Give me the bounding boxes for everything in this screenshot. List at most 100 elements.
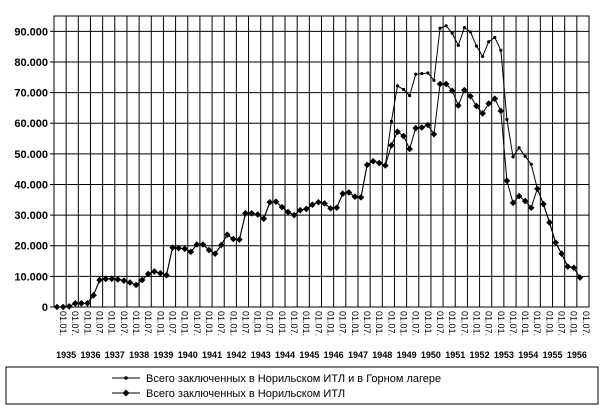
series-2 bbox=[53, 80, 584, 311]
data-point-dot bbox=[468, 30, 473, 34]
data-point-diamond bbox=[71, 300, 79, 307]
x-tick-label: 01.07. bbox=[411, 311, 421, 336]
data-point-diamond bbox=[540, 200, 547, 208]
data-point-dot bbox=[389, 119, 394, 123]
data-point-diamond bbox=[187, 248, 195, 256]
data-point-diamond bbox=[59, 303, 67, 311]
data-point-diamond bbox=[576, 274, 584, 281]
data-point-diamond bbox=[284, 208, 292, 216]
data-point-diamond bbox=[90, 292, 97, 299]
data-point-diamond bbox=[327, 205, 334, 212]
y-tick-label: 80.000 bbox=[14, 57, 48, 69]
year-label: 1949 bbox=[397, 350, 417, 360]
year-label: 1937 bbox=[105, 350, 125, 360]
data-point-diamond bbox=[132, 281, 140, 289]
year-label: 1955 bbox=[543, 350, 563, 360]
data-point-dot bbox=[432, 78, 436, 82]
year-label: 1938 bbox=[129, 350, 149, 360]
data-point-diamond bbox=[479, 110, 486, 117]
data-point-dot bbox=[444, 24, 448, 28]
data-point-dot bbox=[408, 94, 412, 98]
data-point-diamond bbox=[181, 245, 189, 253]
data-point-dot bbox=[426, 71, 430, 75]
data-point-diamond bbox=[534, 185, 541, 193]
data-point-diamond bbox=[230, 235, 237, 243]
data-point-diamond bbox=[217, 241, 225, 249]
year-label: 1946 bbox=[324, 350, 344, 360]
data-point-diamond bbox=[363, 161, 371, 169]
x-tick-label: 01.07. bbox=[386, 311, 396, 336]
x-tick-label: 01.07. bbox=[216, 311, 226, 336]
data-point-diamond bbox=[503, 177, 511, 185]
x-tick-label: 01.07. bbox=[192, 311, 202, 336]
data-point-diamond bbox=[163, 271, 170, 279]
data-point-diamond bbox=[351, 193, 359, 201]
x-tick-label: 01.01. bbox=[496, 311, 506, 336]
data-point-dot bbox=[456, 43, 460, 48]
data-point-diamond bbox=[509, 199, 517, 207]
y-tick-label: 90.000 bbox=[14, 26, 48, 38]
data-point-diamond bbox=[199, 241, 207, 248]
y-tick-label: 40.000 bbox=[14, 179, 48, 191]
x-tick-label: 01.01. bbox=[204, 311, 214, 336]
x-tick-label: 01.07. bbox=[557, 311, 567, 336]
data-point-diamond bbox=[151, 268, 158, 275]
data-point-diamond bbox=[53, 303, 61, 311]
data-point-diamond bbox=[321, 200, 328, 207]
data-point-diamond bbox=[388, 141, 395, 149]
data-point-diamond bbox=[84, 300, 91, 307]
data-point-diamond bbox=[357, 194, 365, 201]
data-point-diamond bbox=[412, 124, 420, 132]
data-point-dot bbox=[505, 117, 509, 122]
data-point-diamond bbox=[467, 92, 474, 100]
data-point-diamond bbox=[521, 197, 529, 205]
data-point-dot bbox=[493, 35, 497, 40]
x-tick-label: 01.07. bbox=[168, 311, 178, 336]
x-tick-label: 01.01. bbox=[301, 311, 311, 336]
x-tick-label: 01.07. bbox=[338, 311, 348, 336]
legend: Всего заключенных в Норильском ИТЛ и в Г… bbox=[5, 366, 599, 405]
data-point-diamond bbox=[461, 86, 468, 94]
data-point-diamond bbox=[102, 275, 109, 283]
x-tick-label: 01.07. bbox=[508, 311, 518, 336]
data-point-diamond bbox=[375, 159, 383, 167]
x-tick-label: 01.01. bbox=[131, 311, 141, 336]
data-point-diamond bbox=[108, 275, 116, 283]
x-tick-label: 01.07. bbox=[435, 311, 445, 336]
x-tick-label: 01.07. bbox=[240, 311, 250, 336]
data-point-diamond bbox=[546, 219, 553, 226]
data-point-dot bbox=[499, 48, 503, 52]
x-tick-label: 01.01. bbox=[82, 311, 92, 336]
year-label: 1940 bbox=[178, 350, 198, 360]
y-tick-label: 0 bbox=[42, 302, 48, 314]
x-tick-label: 01.01. bbox=[399, 311, 409, 336]
legend-label-1: Всего заключенных в Норильском ИТЛ и в Г… bbox=[146, 373, 441, 385]
x-tick-label: 01.01. bbox=[58, 311, 68, 336]
data-point-diamond bbox=[497, 107, 505, 115]
data-point-diamond bbox=[211, 250, 219, 258]
data-point-dot bbox=[450, 31, 454, 35]
x-tick-label: 01.07. bbox=[289, 311, 299, 336]
year-label: 1939 bbox=[153, 350, 173, 360]
data-point-dot bbox=[438, 26, 442, 30]
data-point-diamond bbox=[491, 95, 499, 103]
x-tick-label: 01.07. bbox=[532, 311, 542, 336]
x-tick-label: 01.01. bbox=[253, 311, 263, 336]
data-point-diamond bbox=[96, 276, 103, 284]
data-point-diamond bbox=[339, 190, 347, 197]
x-tick-label: 01.07. bbox=[362, 311, 372, 336]
data-point-diamond bbox=[78, 300, 85, 307]
data-point-diamond bbox=[485, 100, 492, 107]
data-point-dot bbox=[401, 87, 406, 92]
year-label: 1941 bbox=[202, 350, 222, 360]
data-point-diamond bbox=[278, 203, 286, 211]
data-point-dot bbox=[517, 146, 521, 150]
x-tick-label: 01.07. bbox=[95, 311, 105, 336]
year-label: 1944 bbox=[275, 350, 295, 360]
data-point-diamond bbox=[394, 128, 401, 136]
data-point-dot bbox=[511, 155, 515, 159]
data-point-diamond bbox=[345, 189, 353, 196]
y-tick-label: 10.000 bbox=[14, 271, 48, 283]
data-point-diamond bbox=[114, 276, 122, 283]
